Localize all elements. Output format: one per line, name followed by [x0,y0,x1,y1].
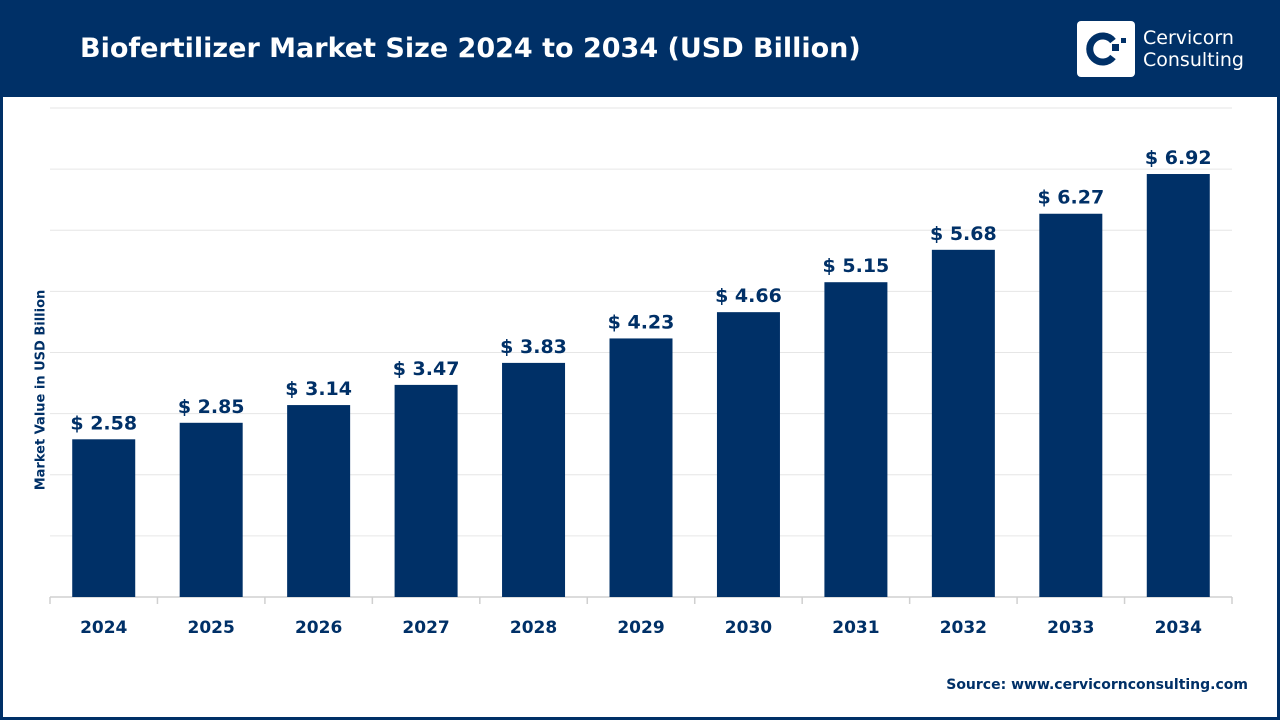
x-tick-label: 2025 [188,618,235,638]
source-note: Source: www.cervicornconsulting.com [946,677,1248,693]
bar-2028 [502,362,566,597]
bar-2025 [179,422,243,597]
bar-2032 [931,249,995,597]
header-banner: Biofertilizer Market Size 2024 to 2034 (… [0,0,1280,97]
x-tick-label: 2032 [940,618,987,638]
x-tick-label: 2034 [1155,618,1202,638]
bar-2026 [287,405,351,597]
data-label: $ 3.47 [393,358,460,380]
data-label: $ 6.92 [1145,147,1212,169]
x-tick-label: 2030 [725,618,772,638]
data-label: $ 4.23 [608,311,675,333]
data-label: $ 5.68 [930,223,997,245]
logo: Cervicorn Consulting [1077,21,1244,77]
bar-2030 [716,312,780,597]
x-tick-label: 2027 [402,618,449,638]
x-tick-label: 2029 [617,618,664,638]
x-tick-label: 2024 [80,618,127,638]
data-label: $ 6.27 [1037,187,1104,209]
data-label: $ 4.66 [715,285,782,307]
x-tick-label: 2033 [1047,618,1094,638]
bar-2034 [1146,174,1210,597]
bar-2031 [824,282,888,597]
x-tick-label: 2026 [295,618,342,638]
chart-title: Biofertilizer Market Size 2024 to 2034 (… [80,33,861,64]
logo-line2: Consulting [1143,49,1244,71]
data-label: $ 2.58 [70,412,137,434]
data-label: $ 5.15 [823,255,890,277]
bar-2033 [1039,213,1103,597]
bar-2024 [72,439,136,597]
bar-2027 [394,384,458,597]
logo-line1: Cervicorn [1143,27,1234,49]
data-label: $ 2.85 [178,396,245,418]
logo-icon [1077,21,1135,77]
data-label: $ 3.83 [500,336,567,358]
bar-2029 [609,338,673,597]
x-tick-label: 2028 [510,618,557,638]
data-label: $ 3.14 [285,378,352,400]
x-tick-label: 2031 [832,618,879,638]
